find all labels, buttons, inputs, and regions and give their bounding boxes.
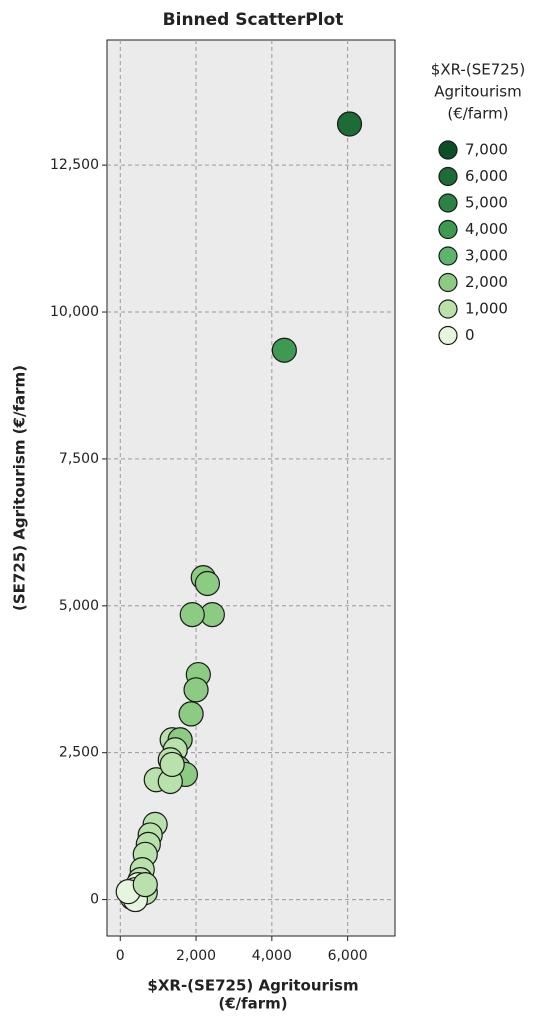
legend-label: 4,000 xyxy=(465,220,508,238)
x-axis-label: (€/farm) xyxy=(218,995,287,1013)
x-tick-label: 4,000 xyxy=(252,948,292,964)
legend-marker xyxy=(438,299,458,319)
legend-label: 7,000 xyxy=(465,141,508,159)
legend-label: 6,000 xyxy=(465,167,508,185)
legend-marker xyxy=(438,272,458,293)
point xyxy=(194,570,221,597)
point xyxy=(159,751,185,778)
legend-label: 2,000 xyxy=(465,273,508,291)
chart-title: Binned ScatterPlot xyxy=(163,10,344,30)
plot-area xyxy=(106,39,396,937)
point xyxy=(179,602,205,628)
legend-label: 1,000 xyxy=(465,300,508,318)
point xyxy=(132,871,158,898)
y-tick-label: 5,000 xyxy=(59,598,99,614)
y-tick-label: 7,500 xyxy=(59,451,99,467)
point xyxy=(271,337,297,363)
legend-marker xyxy=(438,246,458,266)
y-tick-label: 10,000 xyxy=(50,304,99,320)
x-axis-label: $XR-(SE725) Agritourism xyxy=(147,977,358,995)
legend-label: 3,000 xyxy=(465,247,508,265)
legend-marker xyxy=(438,166,458,187)
legend-title: (€/farm) xyxy=(447,105,508,123)
legend-title: $XR-(SE725) xyxy=(431,61,525,79)
legend-label: 5,000 xyxy=(465,194,508,212)
y-axis-label: (SE725) Agritourism (€/farm) xyxy=(11,365,29,611)
legend-marker xyxy=(438,193,458,213)
legend-marker xyxy=(438,219,458,240)
y-tick-label: 2,500 xyxy=(59,745,99,761)
legend-marker xyxy=(438,325,458,346)
x-tick-label: 6,000 xyxy=(328,948,368,964)
legend-label: 0 xyxy=(465,326,475,344)
y-tick-label: 0 xyxy=(90,892,99,908)
x-tick-label: 0 xyxy=(116,948,125,964)
legend-title: Agritourism xyxy=(434,83,521,101)
y-tick-label: 12,500 xyxy=(50,157,99,173)
point xyxy=(336,111,363,137)
x-tick-label: 2,000 xyxy=(176,948,216,964)
legend-marker xyxy=(438,140,458,160)
point xyxy=(178,701,204,727)
point xyxy=(183,677,209,703)
